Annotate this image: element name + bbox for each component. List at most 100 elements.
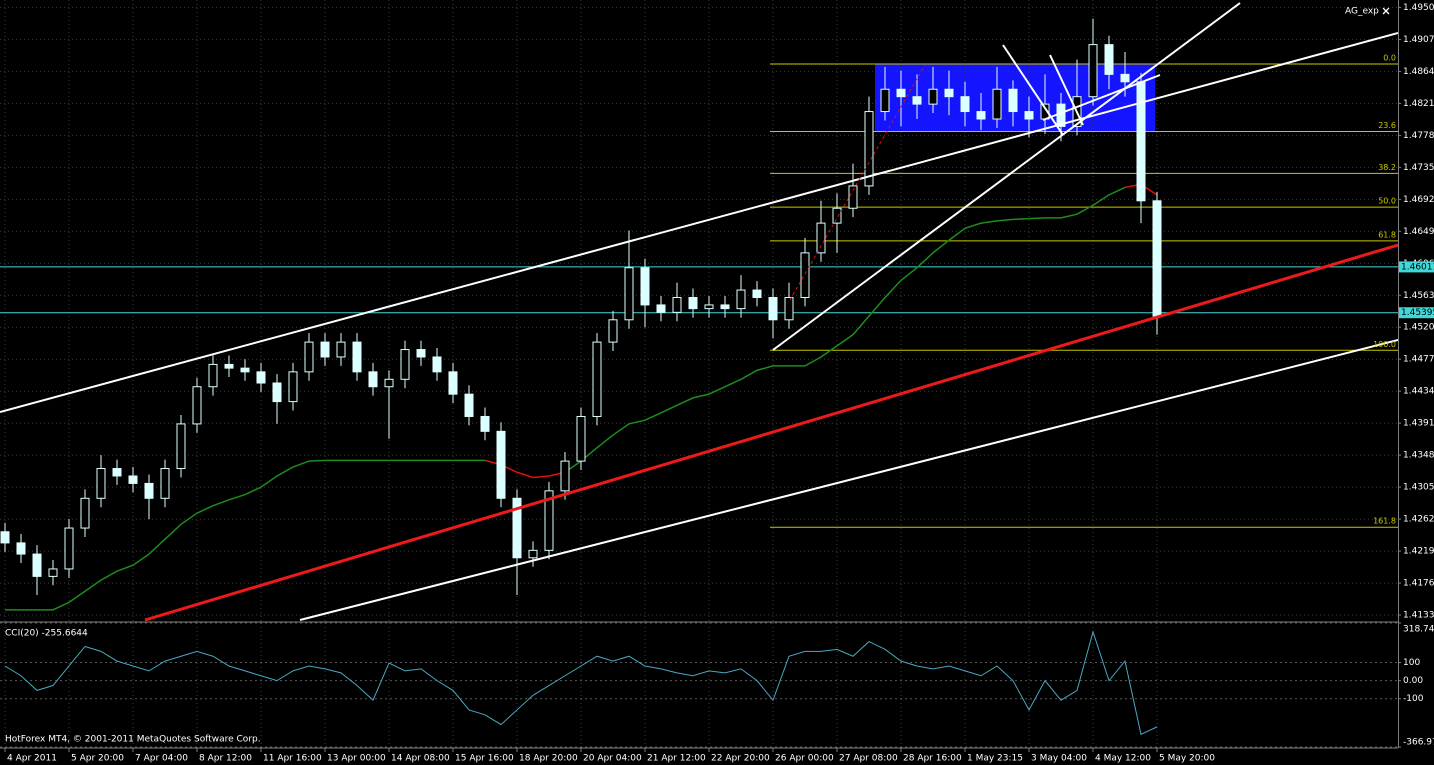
x-tick-label: 1 May 23:15 bbox=[967, 754, 1023, 764]
x-tick-label: 22 Apr 20:00 bbox=[711, 754, 770, 764]
price-marker bbox=[1399, 261, 1434, 273]
fibo-label: 0.0 bbox=[1383, 53, 1396, 62]
trend-lines bbox=[0, 2, 1399, 622]
candle-body bbox=[848, 185, 858, 209]
x-tick-label: 4 May 12:00 bbox=[1095, 754, 1151, 764]
candle-body bbox=[672, 296, 682, 313]
y-tick-label: 1.47780 bbox=[1403, 131, 1434, 141]
fibo-label: 38.2 bbox=[1378, 163, 1396, 172]
x-tick-label: 27 Apr 08:00 bbox=[839, 754, 898, 764]
candle-body bbox=[880, 88, 890, 113]
candle-body bbox=[336, 341, 346, 358]
candle-body bbox=[656, 304, 666, 313]
candle-body bbox=[912, 96, 922, 105]
candle-body bbox=[144, 482, 154, 499]
candle-body bbox=[496, 430, 506, 499]
x-tick-label: 11 Apr 16:00 bbox=[263, 754, 322, 764]
x-tick-label: 14 Apr 08:00 bbox=[391, 754, 450, 764]
candle-body bbox=[528, 549, 538, 559]
y-tick-label: 1.45630 bbox=[1403, 291, 1434, 301]
candle-body bbox=[448, 371, 458, 395]
fibo-label: 161.8 bbox=[1373, 517, 1396, 526]
y-tick-label: 1.43910 bbox=[1403, 419, 1434, 429]
candle-layer bbox=[0, 18, 1162, 736]
candle-body bbox=[128, 475, 138, 484]
y-tick-label: 1.43480 bbox=[1403, 451, 1434, 461]
candle-body bbox=[864, 111, 874, 187]
cci-title: CCI(20) -255.6644 bbox=[5, 629, 88, 639]
candle-body bbox=[784, 296, 794, 321]
candle-body bbox=[432, 356, 442, 373]
candle-body bbox=[720, 304, 730, 310]
x-tick-label: 4 Apr 2011 bbox=[7, 754, 57, 764]
candle-body bbox=[1120, 73, 1130, 83]
zigzag bbox=[1049, 54, 1084, 126]
support-line bbox=[144, 243, 1399, 622]
candle-body bbox=[1104, 44, 1114, 75]
candle-body bbox=[112, 468, 122, 477]
x-tick-label: 21 Apr 12:00 bbox=[647, 754, 706, 764]
candle-body bbox=[1024, 111, 1034, 120]
candle-body bbox=[560, 460, 570, 492]
candle-body bbox=[288, 371, 298, 403]
candle-body bbox=[256, 371, 266, 384]
candle-body bbox=[976, 111, 986, 120]
x-tick-label: 18 Apr 20:00 bbox=[519, 754, 578, 764]
x-tick-label: 5 Apr 20:00 bbox=[71, 754, 124, 764]
y-tick-label: 1.46490 bbox=[1403, 227, 1434, 237]
candle-body bbox=[480, 415, 490, 432]
channel-lower bbox=[299, 339, 1399, 621]
indicator-label: AG_exp bbox=[1345, 7, 1379, 17]
y-tick-label: 1.44340 bbox=[1403, 387, 1434, 397]
zigzag bbox=[1002, 44, 1064, 136]
y-tick-label: 318.745 bbox=[1403, 625, 1434, 635]
zigzag bbox=[1042, 74, 1161, 121]
candle-body bbox=[576, 415, 586, 462]
candle-body bbox=[192, 386, 202, 425]
candle-body bbox=[816, 222, 826, 254]
candle-body bbox=[832, 207, 842, 224]
y-tick-label: 1.42190 bbox=[1403, 547, 1434, 557]
x-tick-label: 8 Apr 12:00 bbox=[199, 754, 252, 764]
y-tick-label: 1.46920 bbox=[1403, 195, 1434, 205]
moving-average bbox=[5, 186, 1126, 611]
y-tick-label: -366.971 bbox=[1403, 738, 1434, 748]
y-tick-label: 1.48640 bbox=[1403, 67, 1434, 77]
candle-body bbox=[464, 393, 474, 417]
candle-body bbox=[640, 267, 650, 306]
fibo-label: 100.0 bbox=[1373, 340, 1396, 349]
channel-upper bbox=[0, 32, 1399, 413]
close-icon[interactable] bbox=[1382, 7, 1390, 15]
fibo-label: 23.6 bbox=[1378, 121, 1396, 130]
candle-body bbox=[704, 304, 714, 310]
copyright: HotForex MT4, © 2001-2011 MetaQuotes Sof… bbox=[5, 735, 261, 745]
candle-body bbox=[304, 341, 314, 373]
candle-body bbox=[400, 349, 410, 380]
candle-body bbox=[240, 367, 250, 373]
candle-body bbox=[896, 88, 906, 98]
x-tick-label: 28 Apr 16:00 bbox=[903, 754, 962, 764]
y-tick-label: 1.44770 bbox=[1403, 355, 1434, 365]
candle-body bbox=[0, 531, 10, 544]
candle-body bbox=[16, 542, 26, 555]
y-tick-label: 1.43050 bbox=[1403, 483, 1434, 493]
y-tick-label: 0.00 bbox=[1403, 676, 1423, 686]
candle-body bbox=[688, 296, 698, 310]
candle-body bbox=[544, 490, 554, 551]
x-tick-label: 20 Apr 04:00 bbox=[583, 754, 642, 764]
y-tick-label: 1.41760 bbox=[1403, 579, 1434, 589]
candle-body bbox=[592, 341, 602, 417]
candle-body bbox=[416, 349, 426, 358]
y-tick-label: 1.49500 bbox=[1403, 3, 1434, 13]
candle-body bbox=[768, 296, 778, 321]
y-tick-label: 1.49070 bbox=[1403, 35, 1434, 45]
candle-body bbox=[368, 371, 378, 388]
candle-body bbox=[384, 378, 394, 388]
candle-body bbox=[160, 468, 170, 499]
cci-line bbox=[4, 630, 1158, 736]
candle-body bbox=[208, 363, 218, 388]
candle-body bbox=[624, 267, 634, 321]
